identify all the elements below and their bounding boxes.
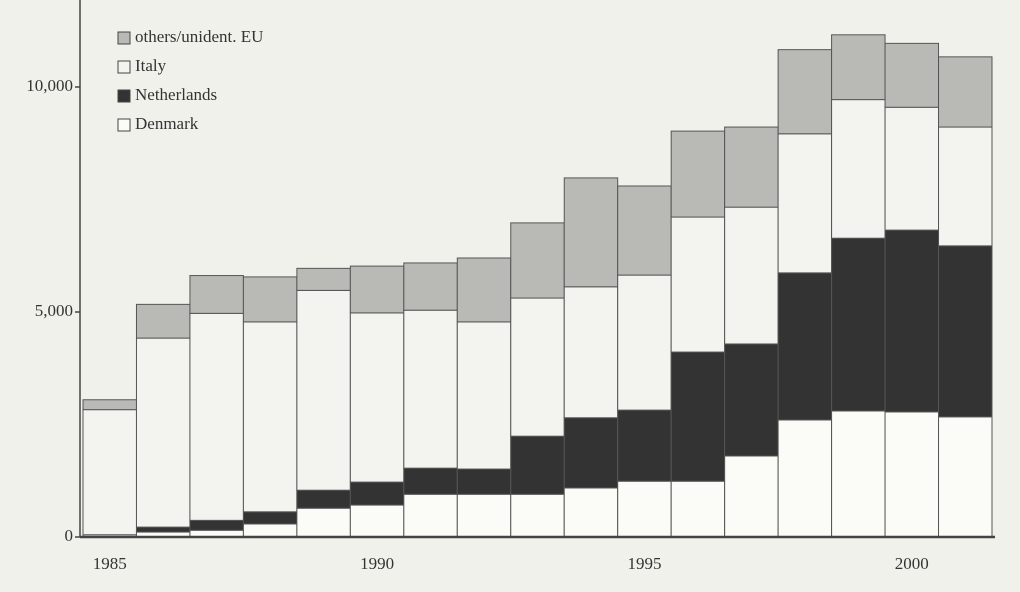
x-tick-label: 1985 <box>93 554 127 573</box>
bar-segment <box>403 467 458 495</box>
legend-label: others/unident. EU <box>135 27 263 46</box>
x-tick-label: 2000 <box>895 554 929 573</box>
y-tick-label: 10,000 <box>26 76 73 95</box>
bar-segment <box>510 222 565 299</box>
bar-segment <box>349 265 405 314</box>
bar-segment <box>724 455 779 538</box>
bar-segment <box>831 410 886 538</box>
bar-segment <box>617 480 672 538</box>
bar-segment <box>510 493 565 538</box>
bar-segment <box>403 493 458 538</box>
bar-segment <box>563 286 619 419</box>
bar-segment <box>349 481 405 506</box>
bar-segment <box>777 49 833 135</box>
bar-segment <box>563 417 619 489</box>
bar-segment <box>296 289 351 491</box>
bar-segment <box>884 411 940 538</box>
bar-segment <box>724 343 779 457</box>
legend-swatch <box>117 118 131 132</box>
bar-segment <box>510 297 565 437</box>
bar-segment <box>296 507 351 538</box>
bar-segment <box>617 274 672 411</box>
y-tick-label: 0 <box>65 526 74 545</box>
bar-segment <box>135 337 191 528</box>
bar-segment <box>670 480 726 538</box>
bar-segment <box>135 526 191 533</box>
bar-segment <box>242 321 298 513</box>
x-tick-label: 1990 <box>360 554 394 573</box>
bar-segment <box>510 435 565 495</box>
bar-segment <box>777 272 833 421</box>
bar-segment <box>938 416 993 538</box>
bar-segment <box>831 237 886 412</box>
bar-segment <box>82 399 137 411</box>
bar-segment <box>777 419 833 538</box>
legend-swatch <box>117 31 131 45</box>
bar-segment <box>563 487 619 538</box>
bar-segment <box>670 130 726 218</box>
bar-segment <box>456 493 512 538</box>
bar-segment <box>189 519 244 531</box>
bar-segment <box>884 42 940 108</box>
bar-segment <box>296 267 351 291</box>
y-tick-label: 5,000 <box>35 301 73 320</box>
bar-segment <box>938 245 993 418</box>
bar-segment <box>456 468 512 495</box>
bar-segment <box>938 126 993 247</box>
bar-segment <box>724 126 779 208</box>
bar-segment <box>884 229 940 413</box>
bar-segment <box>617 409 672 482</box>
bar-segment <box>403 309 458 469</box>
bar-segment <box>617 185 672 276</box>
bar-segment <box>831 34 886 101</box>
legend-swatch <box>117 89 131 103</box>
bar-segment <box>349 504 405 538</box>
legend-swatch <box>117 60 131 74</box>
bar-segment <box>242 511 298 525</box>
bar-segment <box>189 312 244 521</box>
bar-segment <box>242 523 298 538</box>
bar-segment <box>456 321 512 470</box>
bar-segment <box>296 489 351 509</box>
bar-segment <box>670 216 726 353</box>
x-tick-label: 1995 <box>627 554 661 573</box>
bar-segment <box>777 133 833 274</box>
legend-label: Denmark <box>135 114 199 133</box>
bar-segment <box>456 257 512 323</box>
bar-segment <box>349 312 405 483</box>
bar-segment <box>135 303 191 339</box>
bar-segment <box>563 177 619 288</box>
bar-segment <box>242 276 298 323</box>
bar-segment <box>938 56 993 128</box>
bar-segment <box>82 409 137 536</box>
bar-segment <box>884 106 940 231</box>
legend-label: Italy <box>135 56 167 75</box>
bar-segment <box>831 99 886 239</box>
bar-segment <box>189 275 244 314</box>
bar-segment <box>724 206 779 345</box>
bar-segment <box>670 351 726 482</box>
legend-label: Netherlands <box>135 85 217 104</box>
bar-segment <box>403 262 458 311</box>
